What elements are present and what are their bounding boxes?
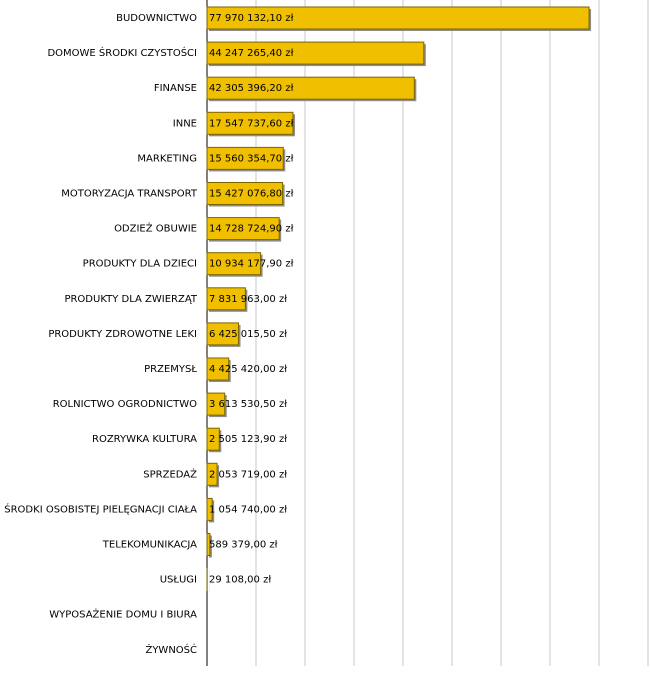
y-tick-label: MARKETING	[137, 153, 197, 164]
value-label: 17 547 737,60 zł	[209, 118, 294, 129]
y-tick-label: MOTORYZACJA TRANSPORT	[61, 189, 198, 200]
y-tick-label: ROZRYWKA KULTURA	[92, 434, 197, 445]
y-tick-label: INNE	[173, 118, 197, 129]
y-tick-label: PRODUKTY ZDROWOTNE LEKI	[48, 329, 197, 340]
y-tick-label: ŚRODKI OSOBISTEJ PIELĘGNACJI CIAŁA	[4, 502, 197, 515]
value-label: 15 427 076,80 zł	[209, 189, 294, 200]
value-label: 14 728 724,90 zł	[209, 224, 294, 235]
value-label: 15 560 354,70 zł	[209, 153, 294, 164]
y-tick-label: ODZIEŻ OBUWIE	[114, 222, 197, 235]
y-tick-label: WYPOSAŻENIE DOMU I BIURA	[49, 608, 197, 621]
y-tick-label: TELEKOMUNIKACJA	[102, 540, 197, 551]
value-label: 1 054 740,00 zł	[209, 504, 287, 515]
y-tick-label: BUDOWNICTWO	[116, 13, 197, 24]
value-label: 2 053 719,00 zł	[209, 469, 287, 480]
value-label: 6 425 015,50 zł	[209, 329, 287, 340]
y-tick-label: FINANSE	[154, 83, 197, 94]
value-label: 10 934 177,90 zł	[209, 259, 294, 270]
y-tick-label: SPRZEDAŻ	[143, 467, 197, 480]
value-label: 589 379,00 zł	[209, 540, 278, 551]
y-tick-label: DOMOWE ŚRODKI CZYSTOŚCI	[47, 46, 197, 59]
y-tick-label: USŁUGI	[160, 575, 197, 586]
value-label: 4 425 420,00 zł	[209, 364, 287, 375]
value-label: 7 831 963,00 zł	[209, 294, 287, 305]
y-tick-label: PRODUKTY DLA DZIECI	[83, 259, 197, 270]
value-label: 44 247 265,40 zł	[209, 48, 294, 59]
value-label: 42 305 396,20 zł	[209, 83, 294, 94]
y-tick-label: PRZEMYSŁ	[144, 364, 197, 375]
value-label: 29 108,00 zł	[209, 575, 271, 586]
value-label: 2 505 123,90 zł	[209, 434, 287, 445]
y-tick-label: ROLNICTWO OGRODNICTWO	[53, 399, 197, 410]
value-label: 77 970 132,10 zł	[209, 13, 294, 24]
y-tick-label: ŻYWNOŚĆ	[145, 643, 197, 656]
y-tick-label: PRODUKTY DLA ZWIERZĄT	[64, 294, 197, 305]
value-label: 3 613 530,50 zł	[209, 399, 287, 410]
